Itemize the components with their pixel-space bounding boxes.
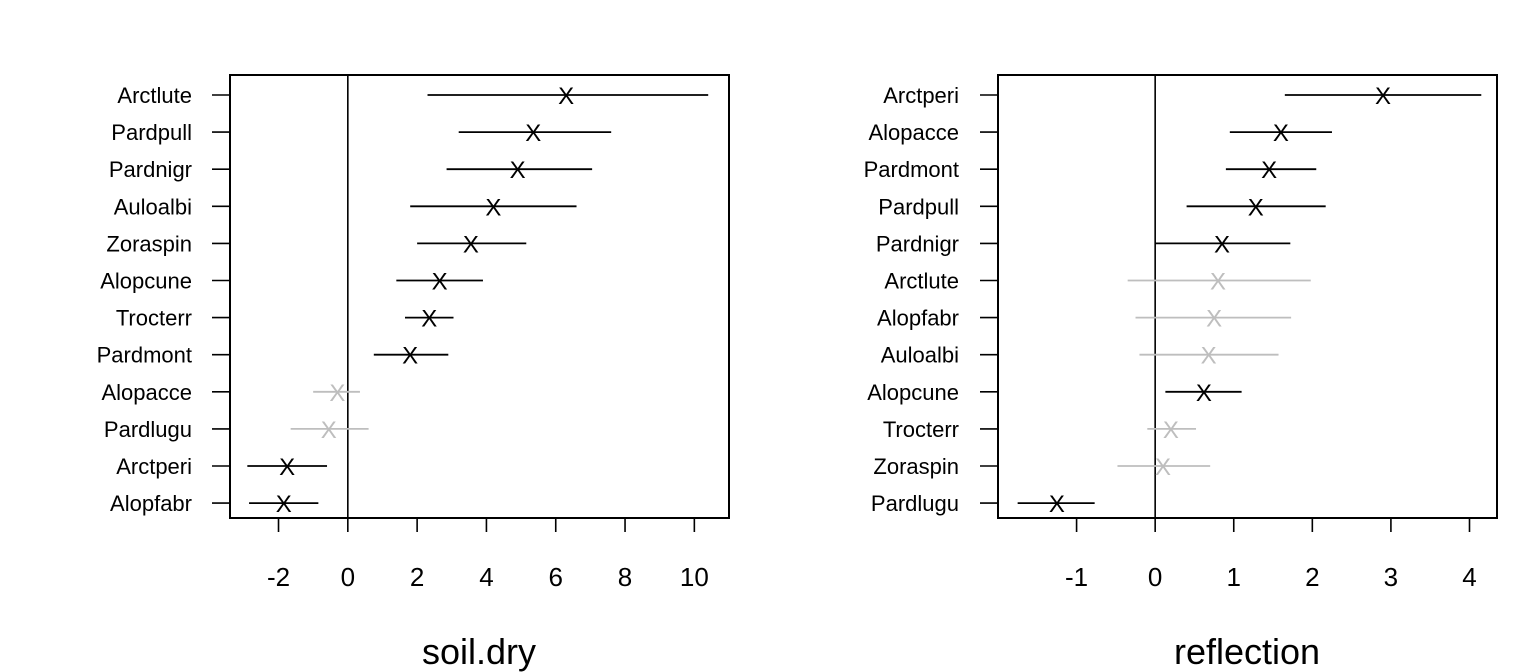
estimate-marker: X [276,491,292,518]
estimate-marker: X [329,380,345,407]
species-label: Pardmont [864,157,959,182]
estimate-marker: X [1261,157,1277,184]
estimate-marker: X [1201,343,1217,370]
x-tick-label: 2 [410,562,424,592]
species-label: Alopcune [100,269,192,294]
estimate-marker: X [1163,417,1179,444]
estimate-marker: X [279,454,295,481]
x-tick-label: 2 [1305,562,1319,592]
species-label: Pardpull [878,194,959,219]
panel-soil-dry: -2 0 2 4 6 8 10 soil.dry Arctlute X Pardpull X Pardn… [97,74,730,672]
estimate-marker: X [402,343,418,370]
species-label: Arctperi [116,454,192,479]
estimate-marker: X [432,269,448,296]
x-axis-title: soil.dry [422,631,536,672]
estimate-marker: X [558,83,574,110]
estimate-marker: X [463,231,479,258]
estimate-marker: X [421,306,437,333]
species-label: Alopacce [868,120,959,145]
x-axis-title: reflection [1174,631,1320,672]
species-label: Arctlute [884,269,959,294]
estimate-marker: X [1273,120,1289,147]
estimate-marker: X [1206,306,1222,333]
species-label: Alopcune [867,380,959,405]
species-label: Arctlute [117,83,192,108]
x-tick-label: 0 [1148,562,1162,592]
species-label: Arctperi [883,83,959,108]
x-tick-label: 1 [1227,562,1241,592]
species-label: Pardnigr [109,157,192,182]
estimate-marker: X [1375,83,1391,110]
species-label: Alopfabr [110,491,192,516]
species-label: Auloalbi [114,194,192,219]
estimate-marker: X [1049,491,1065,518]
x-tick-label: 6 [549,562,563,592]
estimate-marker: X [1248,194,1264,221]
plot-frame [229,74,730,519]
estimate-marker: X [1196,380,1212,407]
species-label: Auloalbi [881,343,959,368]
plot-frame [997,74,1498,519]
species-label: Zoraspin [106,231,192,256]
x-tick-label: -2 [267,562,290,592]
species-label: Pardnigr [876,231,959,256]
species-label: Pardmont [97,343,192,368]
species-label: Trocterr [883,417,959,442]
x-tick-label: 10 [680,562,709,592]
estimate-marker: X [1210,269,1226,296]
species-label: Pardpull [111,120,192,145]
x-tick-label: 8 [618,562,632,592]
x-tick-label: 3 [1384,562,1398,592]
estimate-marker: X [510,157,526,184]
species-label: Zoraspin [873,454,959,479]
species-label: Alopfabr [877,306,959,331]
estimate-marker: X [1214,231,1230,258]
x-tick-label: 4 [1462,562,1476,592]
estimate-marker: X [321,417,337,444]
x-tick-label: 0 [341,562,355,592]
species-label: Trocterr [116,306,192,331]
x-tick-label: -1 [1065,562,1088,592]
species-label: Pardlugu [871,491,959,516]
estimate-marker: X [1155,454,1171,481]
species-label: Pardlugu [104,417,192,442]
species-label: Alopacce [101,380,192,405]
estimate-marker: X [525,120,541,147]
x-tick-label: 4 [479,562,493,592]
estimate-marker: X [485,194,501,221]
panel-reflection: -1 0 1 2 3 4 reflection Arctperi X Alopacce X Pardm… [864,74,1498,672]
